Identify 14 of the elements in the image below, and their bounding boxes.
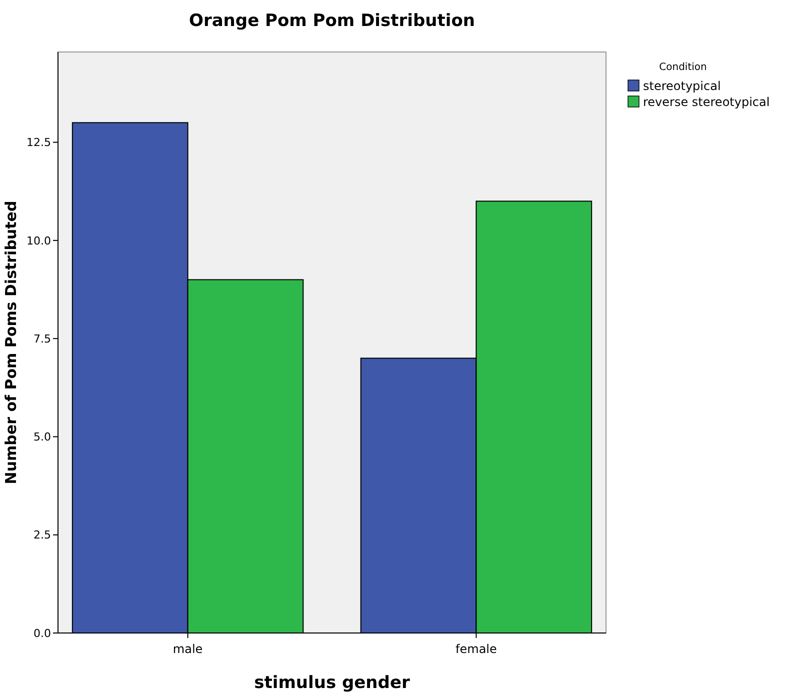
legend-title: Condition — [659, 62, 707, 73]
y-tick-label: 0.0 — [34, 626, 51, 640]
x-axis-title: stimulus gender — [254, 673, 410, 693]
x-tick-label: female — [456, 642, 497, 656]
x-tick-label: male — [172, 642, 203, 656]
y-tick-label: 5.0 — [34, 430, 51, 444]
chart-title: Orange Pom Pom Distribution — [189, 11, 475, 31]
legend-label: stereotypical — [643, 79, 721, 94]
legend-label: reverse stereotypical — [643, 95, 770, 110]
y-tick-label: 2.5 — [34, 528, 51, 542]
y-tick-label: 12.5 — [26, 136, 51, 150]
y-axis-title: Number of Pom Poms Distributed — [2, 200, 20, 484]
y-tick-label: 7.5 — [34, 332, 51, 346]
y-tick-label: 10.0 — [26, 234, 51, 248]
